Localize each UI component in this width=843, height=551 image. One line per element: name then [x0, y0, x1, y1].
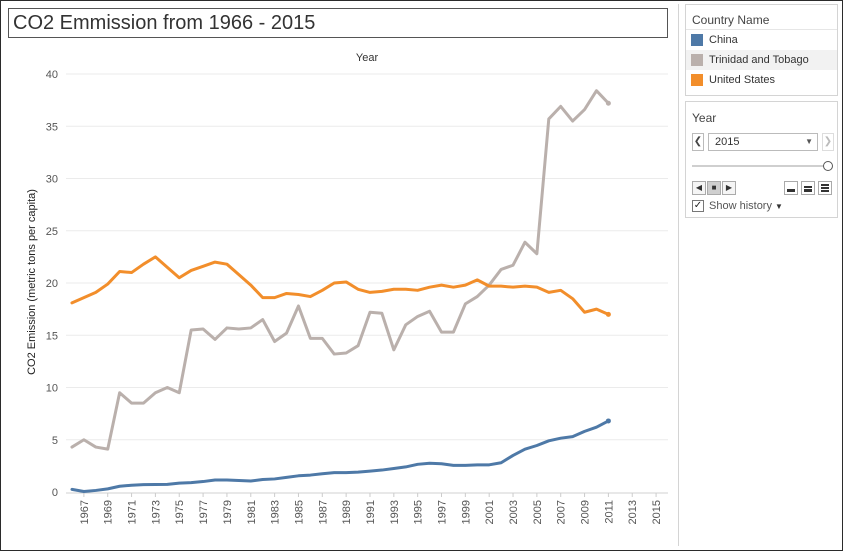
x-tick-label: 1971 — [127, 500, 139, 524]
filter-header: Year — [692, 111, 717, 125]
y-axis-label: CO2 Emission (metric tons per capita) — [26, 189, 38, 375]
x-tick-label: 1991 — [365, 500, 377, 524]
series-line-china[interactable] — [70, 419, 610, 493]
x-tick-label: 1979 — [222, 500, 234, 524]
x-tick-label: 1967 — [79, 500, 91, 524]
step-forward-button[interactable]: ▶ — [722, 181, 736, 195]
x-tick-label: 1985 — [293, 500, 305, 524]
y-tick-label: 15 — [46, 330, 58, 342]
x-tick-label: 1989 — [341, 500, 353, 524]
axes: 0 5 10 15 20 25 30 35 40 1967 1969 1971 1973 1975 1977… — [46, 69, 668, 524]
dashboard-title: CO2 Emmission from 1966 - 2015 — [8, 8, 668, 38]
stop-button[interactable]: ■ — [707, 181, 721, 195]
chart-column-header: Year — [356, 52, 379, 64]
year-slider[interactable] — [692, 161, 833, 171]
legend-label: Trinidad and Tobago — [709, 54, 809, 66]
x-tick-label: 1973 — [150, 500, 162, 524]
legend-swatch-china — [691, 34, 703, 46]
y-tick-label: 25 — [46, 226, 58, 238]
show-history-label: Show history — [709, 200, 772, 212]
y-tick-label: 30 — [46, 174, 58, 186]
next-year-button[interactable]: ❯ — [822, 133, 834, 151]
gridlines — [66, 73, 668, 441]
color-legend: Country Name China Trinidad and Tobago U… — [685, 4, 838, 96]
step-back-button[interactable]: ◀ — [692, 181, 706, 195]
line-chart: 0 5 10 15 20 25 30 35 40 1967 1969 1971 1973 1975 1977… — [26, 52, 668, 524]
x-tick-label: 1993 — [389, 500, 401, 524]
end-point-trinidad-and-tobago — [605, 100, 611, 106]
year-dropdown[interactable]: 2015 ▼ — [708, 133, 818, 151]
viz-pane — [4, 4, 679, 546]
x-tick-label: 1975 — [174, 500, 186, 524]
x-tick-label: 2009 — [580, 500, 592, 524]
caret-down-icon[interactable]: ▼ — [774, 201, 783, 211]
legend-item-trinidad-and-tobago[interactable]: Trinidad and Tobago — [686, 50, 837, 70]
x-tick-label: 2001 — [484, 500, 496, 524]
series-lines[interactable] — [70, 89, 611, 493]
x-tick-label: 2005 — [532, 500, 544, 524]
legend-swatch-united-states — [691, 74, 703, 86]
year-slider-thumb[interactable] — [823, 161, 833, 171]
legend-item-china[interactable]: China — [686, 30, 837, 50]
legend-label: China — [709, 34, 738, 46]
legend-swatch-trinidad-and-tobago — [691, 54, 703, 66]
previous-year-button[interactable]: ❮ — [692, 133, 704, 151]
y-tick-label: 10 — [46, 383, 58, 395]
x-tick-label: 2007 — [556, 500, 568, 524]
x-tick-label: 1995 — [413, 500, 425, 524]
x-tick-label: 1987 — [317, 500, 329, 524]
x-tick-label: 1999 — [460, 500, 472, 524]
year-selector-row: ❮ 2015 ▼ ❯ — [692, 133, 834, 151]
legend-header: Country Name — [686, 5, 837, 30]
y-tick-label: 5 — [52, 435, 58, 447]
x-tick-label: 2011 — [603, 500, 615, 524]
legend-label: United States — [709, 74, 776, 86]
x-tick-label: 2013 — [627, 500, 639, 524]
x-tick-label: 1997 — [437, 500, 449, 524]
x-tick-label: 2003 — [508, 500, 520, 524]
x-tick-label: 1981 — [246, 500, 258, 524]
playback-speed-controls — [781, 181, 832, 195]
speed-medium-button[interactable] — [801, 181, 815, 195]
checkbox-checked-icon[interactable]: ✓ — [692, 200, 704, 212]
chevron-down-icon: ▼ — [805, 137, 813, 146]
x-tick-label: 2015 — [651, 500, 663, 524]
x-tick-label: 1983 — [270, 500, 282, 524]
year-dropdown-value: 2015 — [715, 136, 740, 148]
x-tick-label: 1977 — [198, 500, 210, 524]
legend-item-united-states[interactable]: United States — [686, 70, 837, 90]
end-point-united-states — [605, 311, 611, 317]
show-history-toggle[interactable]: ✓ Show history ▼ — [692, 200, 783, 212]
year-filter-panel: Year ❮ 2015 ▼ ❯ ◀ ■ ▶ ✓ Show history ▼ — [685, 101, 838, 218]
end-point-china — [605, 418, 611, 424]
series-line-trinidad-and-tobago[interactable] — [70, 89, 610, 451]
y-tick-label: 35 — [46, 121, 58, 133]
y-tick-label: 0 — [52, 487, 58, 499]
speed-fast-button[interactable] — [818, 181, 832, 195]
speed-slow-button[interactable] — [784, 181, 798, 195]
x-tick-label: 1969 — [103, 500, 115, 524]
y-tick-label: 20 — [46, 278, 58, 290]
playback-controls: ◀ ■ ▶ — [692, 181, 737, 195]
y-tick-label: 40 — [46, 69, 58, 81]
series-line-united-states[interactable] — [70, 255, 610, 316]
